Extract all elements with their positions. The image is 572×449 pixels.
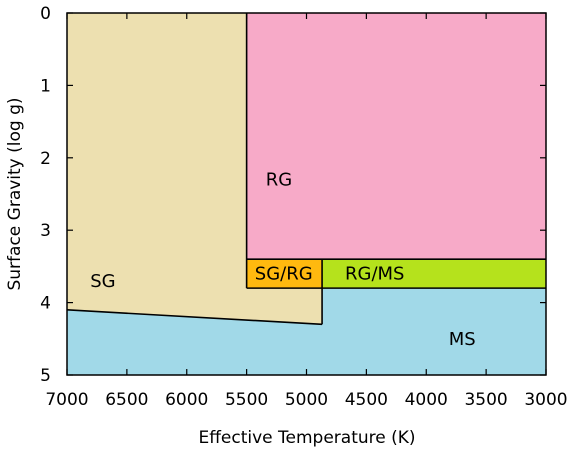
x-tick-label: 4500: [345, 390, 388, 410]
y-tick-label: 3: [40, 221, 51, 241]
boundary-layer: [66, 13, 546, 326]
x-tick-label: 5000: [285, 390, 328, 410]
region-label-sg-rg: SG/RG: [255, 264, 313, 285]
x-tick-label: 3000: [524, 390, 567, 410]
y-tick-label: 5: [40, 366, 51, 386]
region-boundary-line: [66, 309, 323, 326]
x-tick-label: 7000: [45, 390, 88, 410]
region-ms: [67, 288, 546, 375]
y-tick-label: 2: [40, 149, 51, 169]
x-tick-label: 5500: [225, 390, 268, 410]
y-tick-label: 0: [40, 4, 51, 24]
x-tick-label: 6500: [105, 390, 148, 410]
region-label-rg-ms: RG/MS: [345, 264, 404, 285]
region-rg: [246, 13, 546, 260]
region-layer: [67, 13, 546, 375]
tick-layer: 7000 6500 6000 5500 5000 4500 4000 3500 3000 0 1 2 3…: [40, 4, 567, 410]
x-axis-label: Effective Temperature (K): [198, 428, 415, 448]
region-label-rg: RG: [266, 170, 292, 191]
region-rg-ms: [322, 259, 546, 289]
region-label-ms: MS: [449, 329, 476, 350]
region-label-layer: MS SG RG SG/RG RG/MS: [90, 170, 475, 350]
x-tick-label: 6000: [165, 390, 208, 410]
x-tick-label: 4000: [405, 390, 448, 410]
region-label-sg: SG: [90, 271, 115, 292]
y-axis-label: Surface Gravity (log g): [5, 97, 25, 290]
y-tick-label: 4: [40, 294, 51, 314]
region-sg: [67, 13, 323, 325]
region-sg-rg: [246, 259, 323, 289]
y-tick-label: 1: [40, 76, 51, 96]
x-tick-label: 3500: [464, 390, 507, 410]
